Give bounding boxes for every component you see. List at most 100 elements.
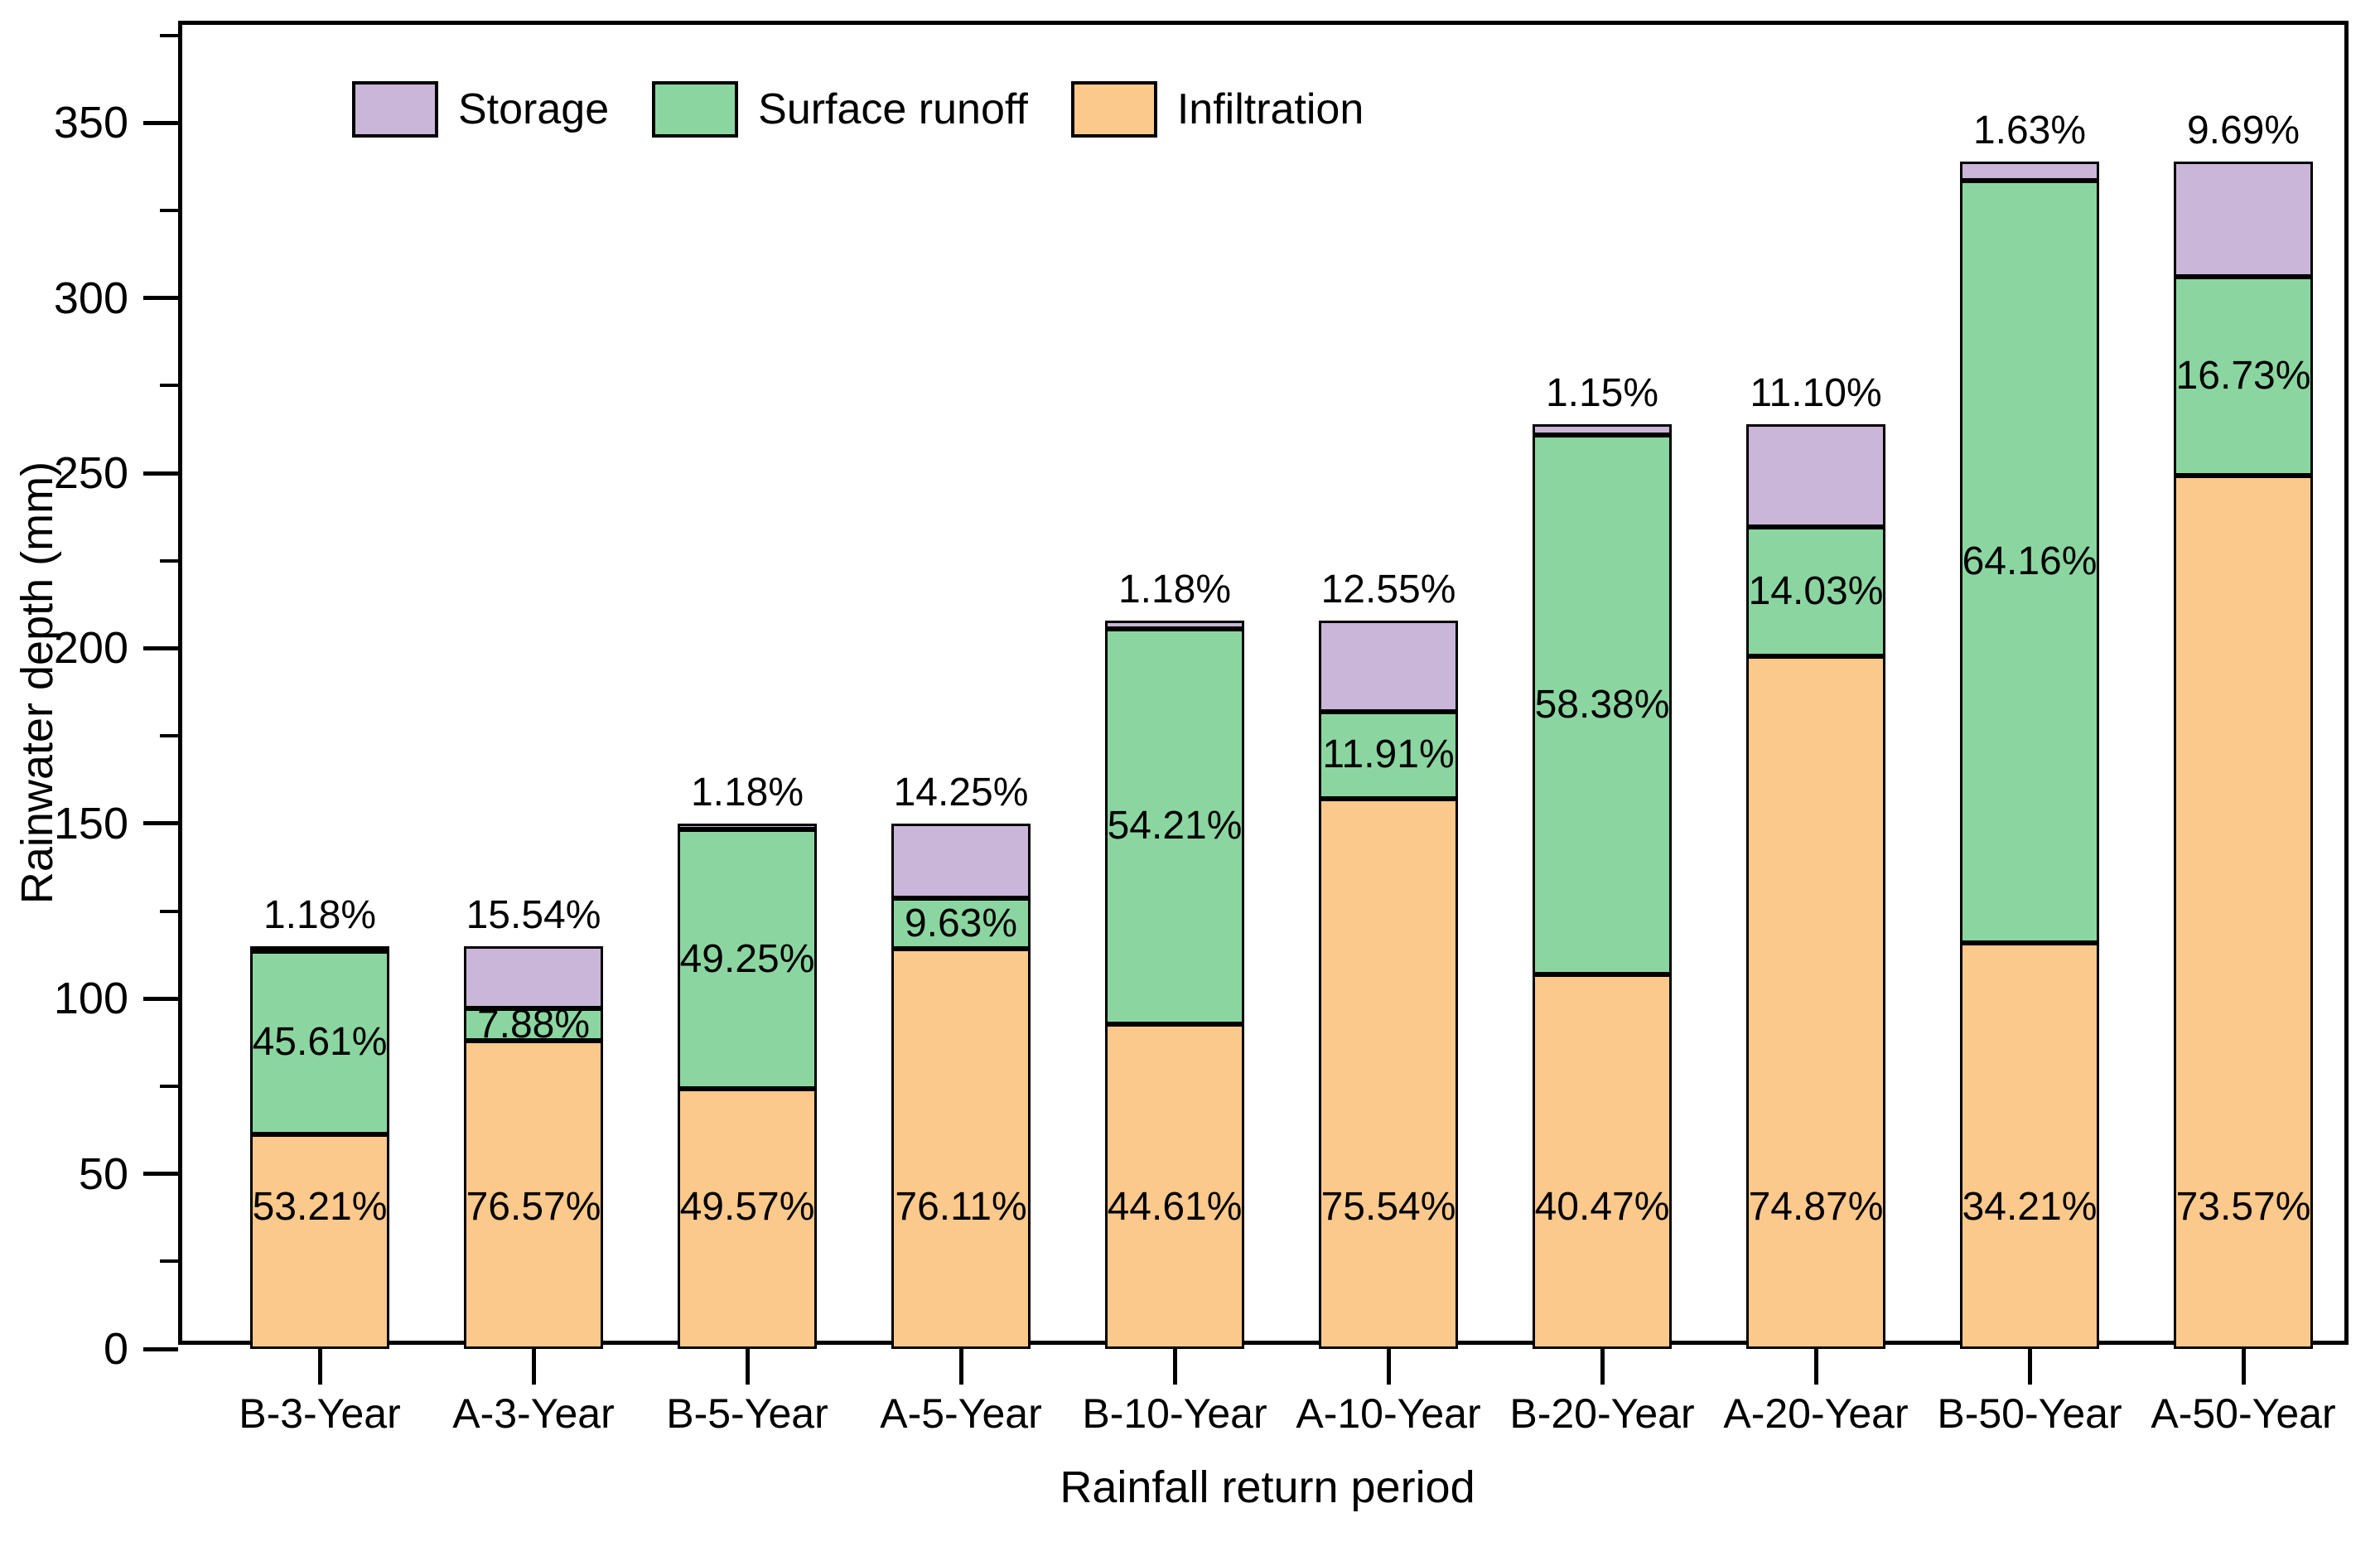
percent-label-infiltration: 44.61% (1107, 1185, 1243, 1229)
y-tick-label: 50 (78, 1148, 128, 1199)
bar-segment-infiltration (891, 949, 1031, 1349)
bar-segment-infiltration (1319, 798, 1458, 1349)
x-category-label: B-10-Year (1082, 1390, 1267, 1437)
bar-segment-surface-runoff (1533, 434, 1672, 975)
bar-segment-surface-runoff (1319, 712, 1458, 799)
y-major-tick (143, 1172, 178, 1177)
percent-label-surface-runoff: 54.21% (1107, 804, 1243, 848)
x-category-label: B-50-Year (1937, 1390, 2122, 1437)
bar-segment-storage (891, 823, 1031, 899)
x-major-tick (1386, 1349, 1391, 1385)
legend-swatch-storage (352, 81, 438, 138)
percent-label-surface-runoff: 9.63% (904, 901, 1018, 945)
percent-label-infiltration: 34.21% (1962, 1185, 2098, 1229)
x-major-tick (2027, 1349, 2032, 1385)
bar-segment-infiltration (1105, 1023, 1244, 1349)
percent-label-storage: 11.10% (1750, 370, 1882, 415)
y-minor-tick (160, 909, 178, 913)
legend-swatch-infiltration (1070, 81, 1157, 138)
bar-segment-infiltration (464, 1040, 603, 1349)
x-major-tick (1813, 1349, 1818, 1385)
y-major-tick (143, 296, 178, 301)
bar-segment-storage (678, 823, 817, 830)
y-major-tick (143, 645, 178, 650)
bar-segment-storage (464, 945, 603, 1009)
legend-label: Surface runoff (758, 85, 1028, 133)
bar-segment-infiltration (1533, 974, 1672, 1349)
y-major-tick (143, 1346, 178, 1351)
percent-label-surface-runoff: 49.25% (679, 936, 815, 981)
y-minor-tick (160, 734, 178, 738)
y-minor-tick (160, 1084, 178, 1088)
bar-segment-surface-runoff (464, 1008, 603, 1041)
y-minor-tick (160, 384, 178, 388)
x-major-tick (2241, 1349, 2246, 1385)
legend-label: Storage (458, 85, 610, 133)
y-major-tick (143, 821, 178, 826)
y-tick-label: 0 (103, 1324, 128, 1374)
y-tick-label: 300 (53, 273, 128, 323)
percent-label-surface-runoff: 45.61% (252, 1020, 388, 1065)
bar-segment-infiltration (678, 1088, 817, 1349)
percent-label-storage: 1.18% (263, 892, 377, 937)
percent-label-surface-runoff: 7.88% (476, 1002, 591, 1047)
y-tick-label: 250 (53, 448, 128, 499)
x-major-tick (745, 1349, 750, 1385)
x-category-label: A-5-Year (880, 1390, 1042, 1437)
percent-label-surface-runoff: 58.38% (1534, 682, 1670, 727)
percent-label-storage: 1.18% (1118, 567, 1232, 611)
bar-segment-storage (1960, 161, 2099, 181)
bar-segment-surface-runoff (2174, 276, 2313, 476)
x-category-label: B-20-Year (1509, 1390, 1695, 1437)
percent-label-infiltration: 74.87% (1748, 1185, 1884, 1229)
bar-segment-infiltration (1960, 942, 2099, 1349)
bar-segment-storage (2174, 162, 2313, 277)
bar-segment-storage (1533, 423, 1672, 435)
legend-item-infiltration: Infiltration (1070, 81, 1364, 138)
percent-label-infiltration: 53.21% (252, 1185, 388, 1229)
y-major-tick (143, 996, 178, 1001)
y-minor-tick (160, 33, 178, 37)
y-tick-label: 350 (53, 98, 128, 148)
x-major-tick (1172, 1349, 1177, 1385)
x-category-label: A-3-Year (452, 1390, 615, 1437)
bar-segment-infiltration (1746, 656, 1885, 1349)
y-tick-label: 200 (53, 623, 128, 674)
bar-segment-surface-runoff (678, 829, 817, 1089)
percent-label-surface-runoff: 16.73% (2175, 353, 2311, 398)
bar-segment-storage (250, 945, 389, 951)
x-major-tick (1600, 1349, 1605, 1385)
legend-item-storage: Storage (352, 81, 609, 138)
percent-label-storage: 9.69% (2186, 108, 2300, 152)
x-category-label: A-10-Year (1296, 1390, 1481, 1437)
percent-label-infiltration: 73.57% (2175, 1185, 2311, 1229)
percent-label-infiltration: 75.54% (1320, 1185, 1456, 1229)
legend-swatch-surface-runoff (652, 81, 739, 138)
legend-item-surface-runoff: Surface runoff (652, 81, 1028, 138)
bar-segment-storage (1746, 423, 1885, 527)
percent-label-storage: 1.15% (1545, 370, 1659, 415)
y-tick-label: 100 (53, 974, 128, 1024)
bar-segment-surface-runoff (1105, 629, 1244, 1024)
percent-label-surface-runoff: 11.91% (1322, 732, 1455, 777)
percent-label-infiltration: 76.57% (466, 1185, 601, 1229)
percent-label-storage: 14.25% (893, 770, 1029, 815)
percent-label-storage: 12.55% (1320, 567, 1456, 611)
bar-segment-infiltration (250, 1134, 389, 1349)
percent-label-storage: 1.63% (1972, 108, 2087, 152)
percent-label-infiltration: 76.11% (895, 1185, 1027, 1229)
y-minor-tick (160, 1259, 178, 1264)
bar-segment-surface-runoff (891, 898, 1031, 950)
bar-segment-surface-runoff (1746, 526, 1885, 657)
y-minor-tick (160, 209, 178, 213)
plot-area: 0 50 100 150 200 250 300 350 53.21% 45.61% 1.18% 76… (54, 21, 2349, 1385)
bar-segment-infiltration (2174, 475, 2313, 1349)
x-category-label: A-50-Year (2151, 1390, 2336, 1437)
legend-label: Infiltration (1176, 85, 1364, 133)
y-major-tick (143, 471, 178, 476)
x-major-tick (531, 1349, 536, 1385)
x-category-label: A-20-Year (1723, 1390, 1909, 1437)
bar-segment-surface-runoff (1960, 181, 2099, 943)
y-tick-label: 150 (53, 798, 128, 848)
y-minor-tick (160, 558, 178, 563)
